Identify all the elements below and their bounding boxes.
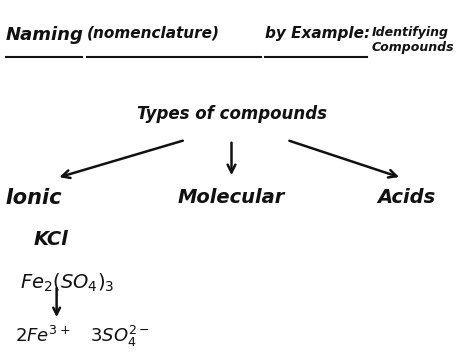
Text: (nomenclature): (nomenclature) (87, 26, 219, 40)
Text: $\mathit{Fe_2(SO_4)_3}$: $\mathit{Fe_2(SO_4)_3}$ (20, 272, 114, 294)
Text: Identifying
Compounds: Identifying Compounds (372, 26, 455, 54)
Text: KCl: KCl (34, 230, 68, 249)
Text: Ionic: Ionic (6, 189, 63, 208)
Text: Acids: Acids (377, 189, 436, 207)
Text: Naming: Naming (6, 26, 84, 44)
Text: by Example:: by Example: (264, 26, 370, 40)
Text: $\mathit{2Fe^{3+}\ \ \ 3SO_4^{2-}}$: $\mathit{2Fe^{3+}\ \ \ 3SO_4^{2-}}$ (15, 323, 150, 349)
Text: Molecular: Molecular (178, 189, 285, 207)
Text: Types of compounds: Types of compounds (137, 105, 327, 123)
